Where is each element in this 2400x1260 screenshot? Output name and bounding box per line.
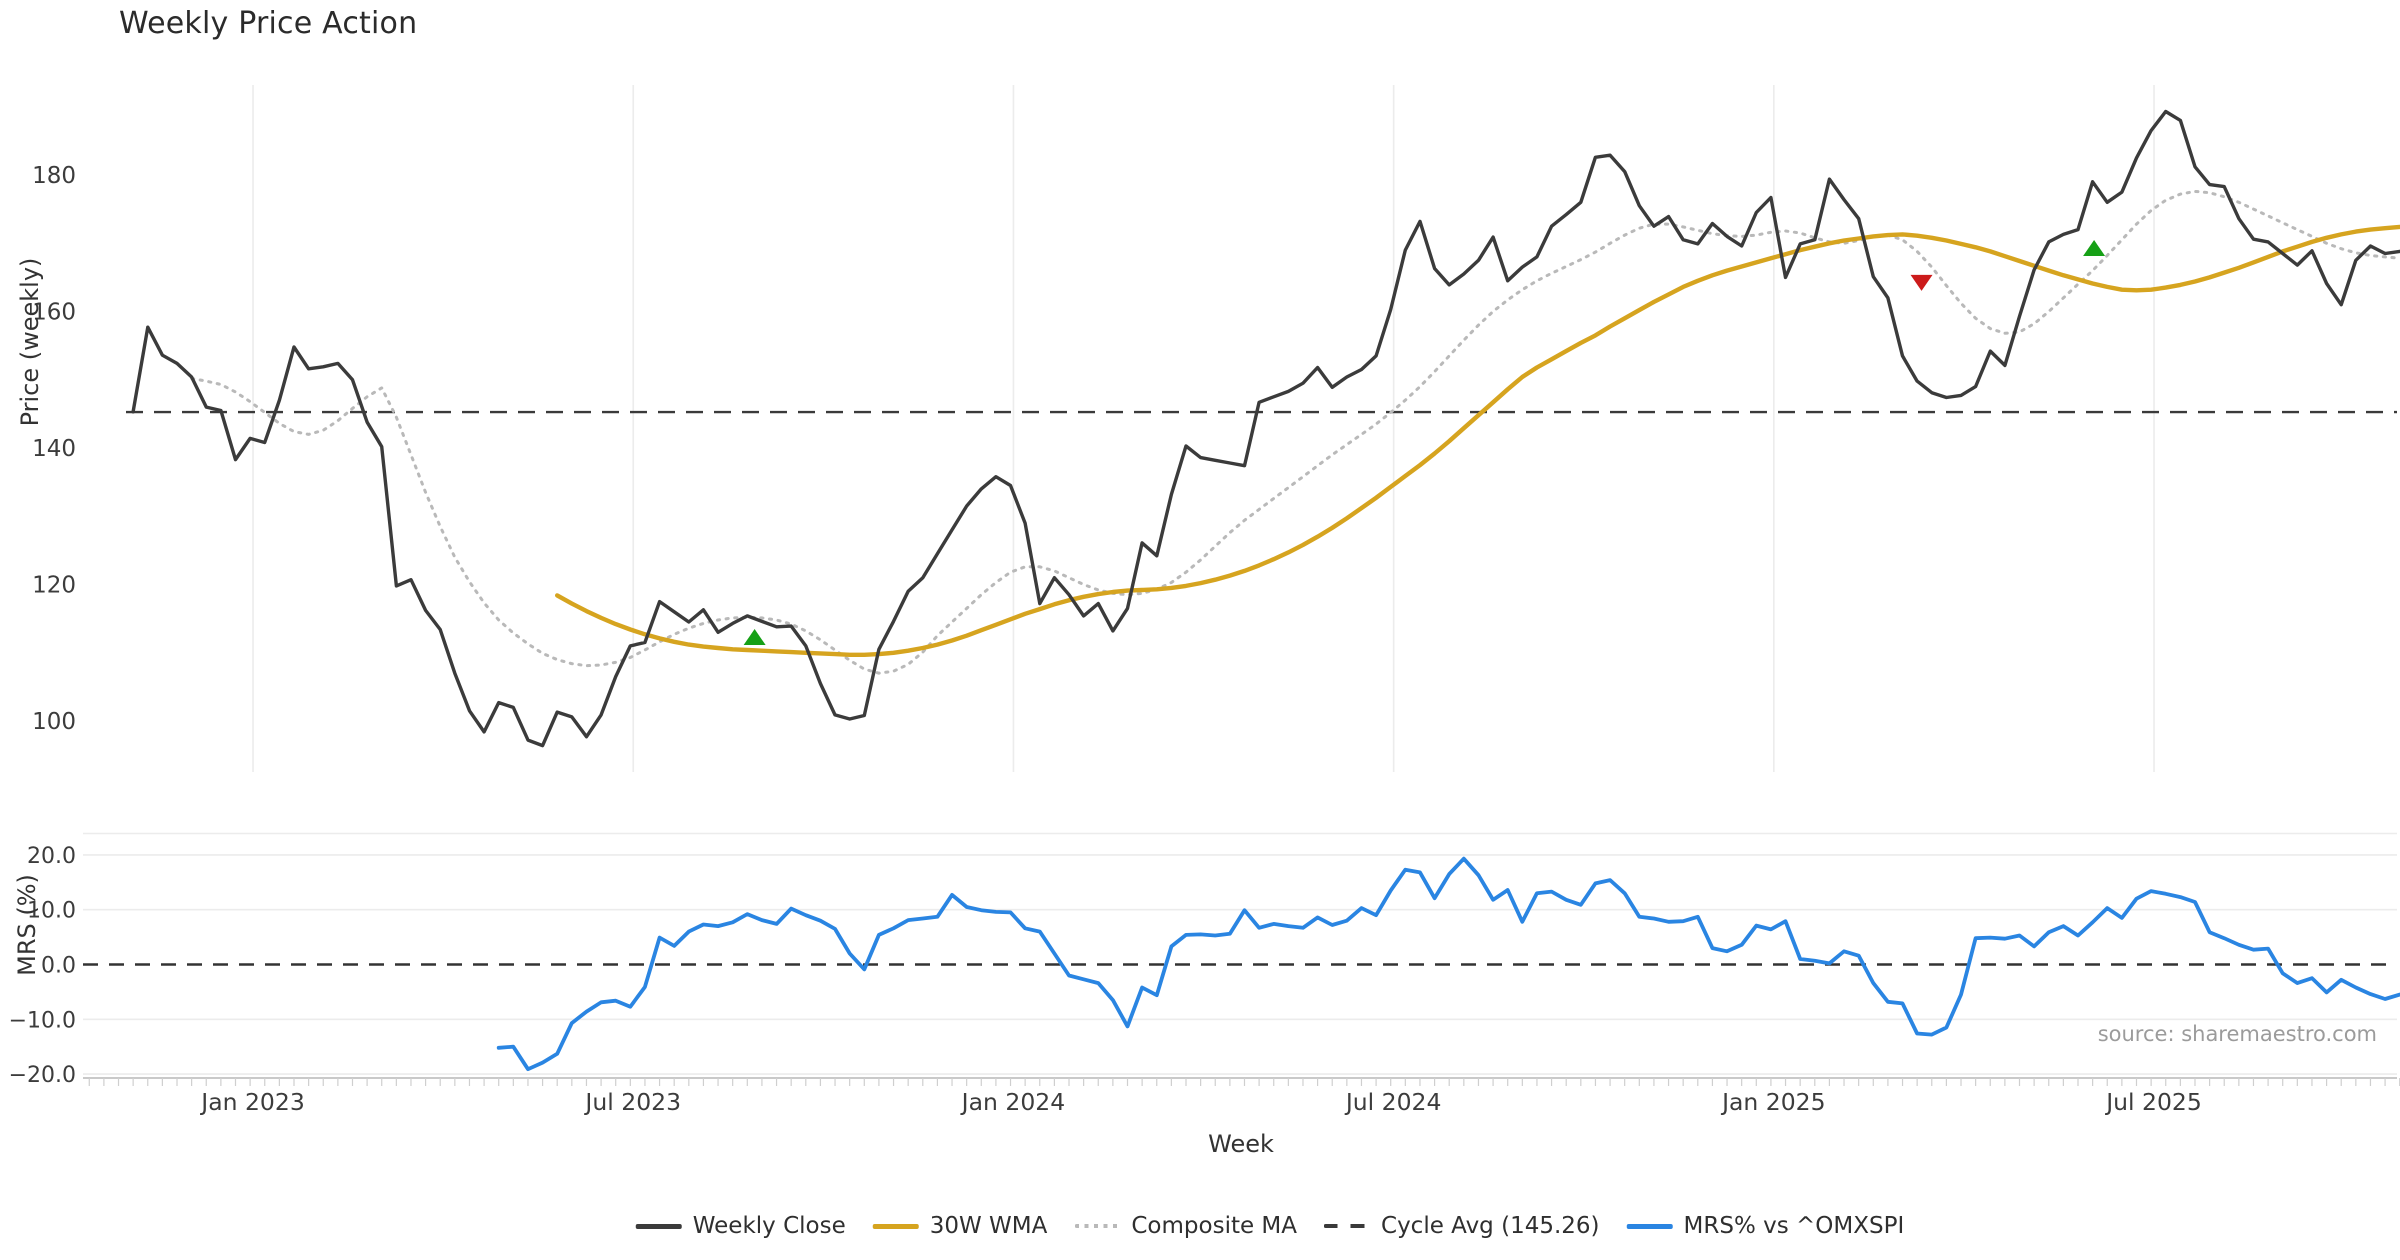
wma-line-swatch-icon	[872, 1223, 919, 1229]
legend-item-mrs: MRS% vs ^OMXSPI	[1626, 1213, 1905, 1239]
legend-label: MRS% vs ^OMXSPI	[1683, 1213, 1905, 1239]
x-tick-label: Jan 2024	[960, 1088, 1066, 1116]
legend: Weekly Close 30W WMA Composite MA Cycle …	[635, 1213, 1905, 1239]
mrs-ytick-label: 10.0	[27, 899, 76, 924]
composite-ma-line	[190, 189, 2400, 675]
price-ytick-label: 140	[32, 436, 76, 462]
sell-signal-marker	[1910, 274, 1933, 291]
price-ytick-label: 120	[32, 573, 76, 599]
x-tick-label: Jan 2023	[199, 1088, 305, 1116]
price-ytick-label: 180	[32, 163, 76, 189]
cycle-avg-dashed-swatch-icon	[1324, 1224, 1371, 1228]
weekly-close-line	[131, 109, 2400, 748]
mrs-ytick-label: 20.0	[27, 844, 76, 869]
weekly-close-line-swatch-icon	[635, 1223, 682, 1229]
mrs-ytick-label: −20.0	[9, 1063, 76, 1088]
legend-item-cycle-avg: Cycle Avg (145.26)	[1324, 1213, 1600, 1239]
mrs-axis-label: MRS (%)	[13, 874, 41, 976]
page-title: Weekly Price Action	[119, 6, 418, 41]
composite-ma-dotted-swatch-icon	[1074, 1224, 1121, 1228]
wma-line	[555, 224, 2400, 657]
x-tick-label: Jul 2024	[1344, 1088, 1442, 1116]
price-ytick-label: 160	[32, 300, 76, 326]
x-tick-label: Jan 2025	[1720, 1088, 1826, 1116]
legend-item-30w-wma: 30W WMA	[872, 1213, 1048, 1239]
mrs-ytick-label: −10.0	[9, 1008, 76, 1033]
price-ytick-label: 100	[32, 709, 76, 735]
week-axis-label: Week	[1208, 1130, 1274, 1158]
legend-item-weekly-close: Weekly Close	[635, 1213, 846, 1239]
x-tick-label: Jul 2023	[583, 1088, 681, 1116]
legend-item-composite-ma: Composite MA	[1074, 1213, 1297, 1239]
legend-label: 30W WMA	[929, 1213, 1048, 1239]
mrs-line-swatch-icon	[1626, 1223, 1673, 1229]
x-tick-label: Jul 2025	[2104, 1088, 2202, 1116]
legend-label: Composite MA	[1131, 1213, 1298, 1239]
legend-label: Weekly Close	[692, 1213, 846, 1239]
mrs-line	[496, 856, 2400, 1072]
source-note: source: sharemaestro.com	[2097, 1022, 2377, 1046]
mrs-ytick-label: 0.0	[41, 954, 76, 979]
price-axis-label: Price (weekly)	[16, 257, 44, 427]
buy-signal-marker	[743, 629, 766, 646]
buy-signal-marker	[2083, 240, 2106, 257]
legend-label: Cycle Avg (145.26)	[1381, 1213, 1600, 1239]
